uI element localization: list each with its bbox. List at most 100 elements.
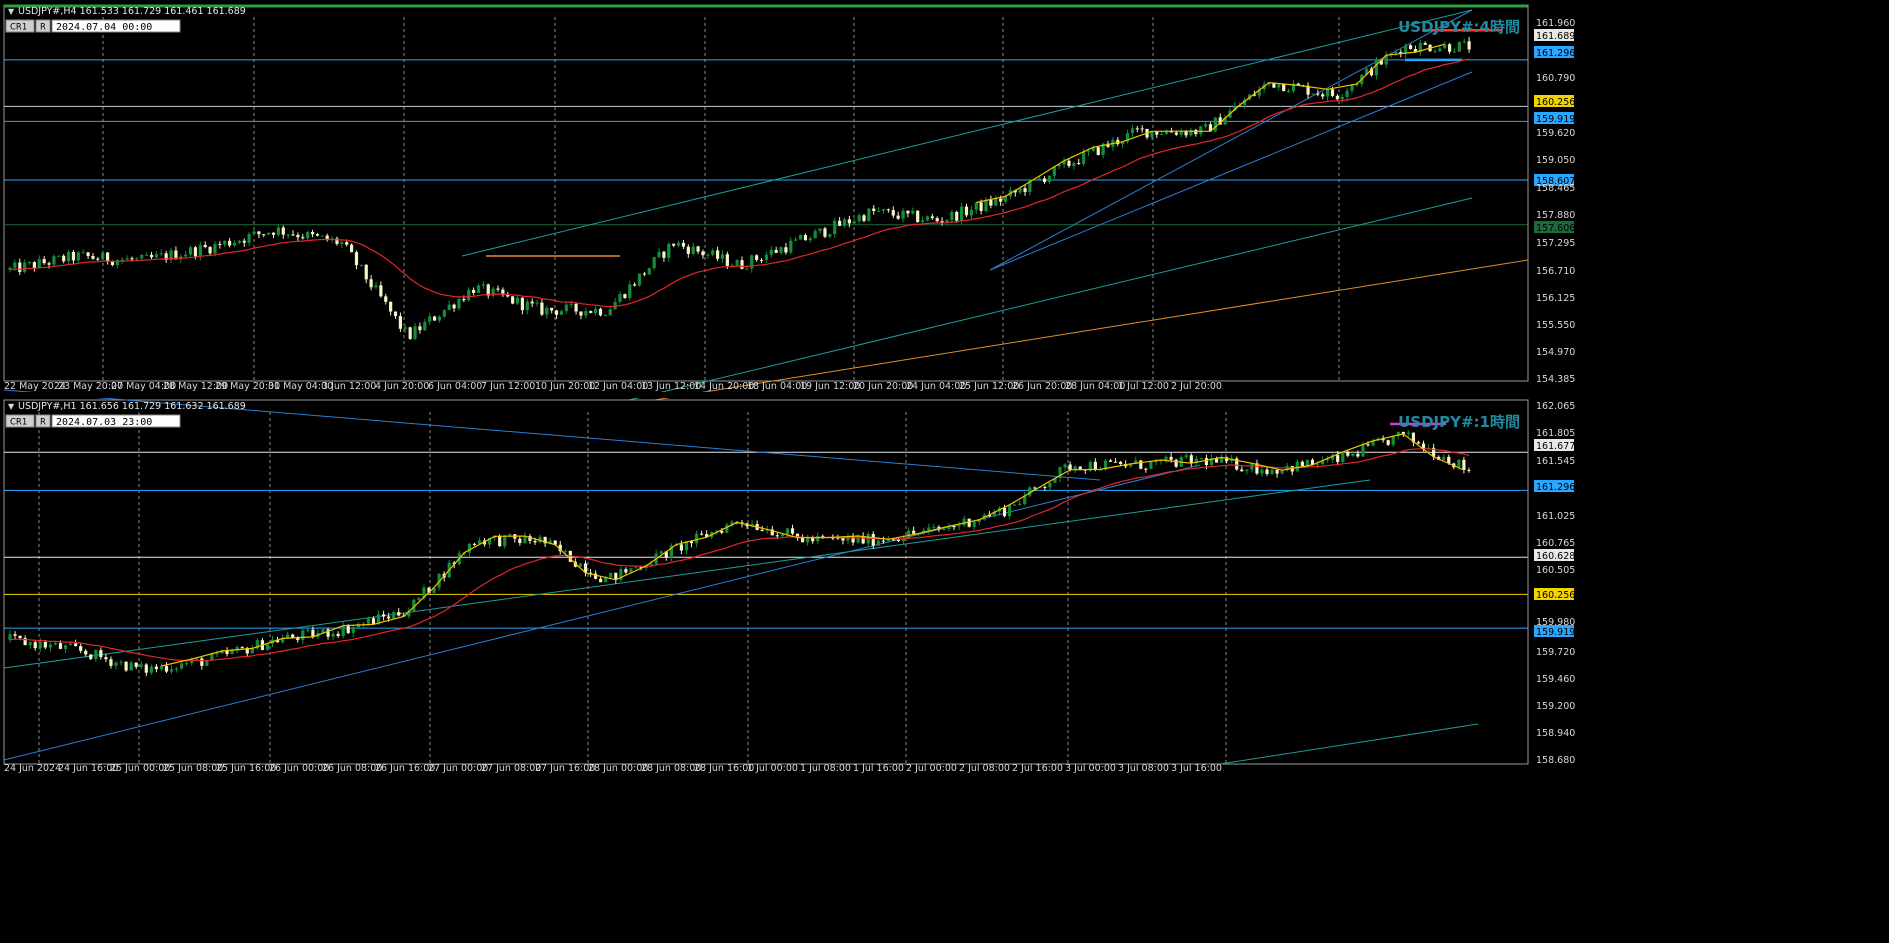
candle-body [232,242,237,246]
candle-body [1002,507,1007,517]
time-tick-label: 25 Jun 12:00 [959,381,1019,392]
candle-body [543,536,547,544]
candle-body [422,587,426,599]
candle-body [1208,124,1213,132]
candle-body [47,263,51,265]
candle-body [1179,131,1183,135]
candle-body [1086,150,1091,152]
candle-body [979,202,983,212]
candle-body [659,551,663,554]
candle-body [1448,44,1452,52]
candle-body [169,669,174,672]
candle-body [1204,458,1209,466]
candle-body [185,663,189,665]
badge-cr1-bg[interactable] [5,19,35,33]
candle-body [291,234,295,236]
candle-body [964,206,969,216]
badge-cr1[interactable]: CR1 [10,23,27,33]
price-tick-label: 158.465 [1536,183,1575,194]
time-tick-label: 13 Jun 12:00 [641,381,701,392]
candle-body [669,545,673,558]
price-label-bg [1534,549,1574,561]
candle-body [174,250,178,260]
time-box[interactable]: 2024.07.03 23:00 [56,417,152,428]
candle-body [769,249,773,255]
candle-body [1416,442,1421,444]
candle-body [140,254,144,259]
candle-body [1433,51,1437,53]
time-box[interactable]: 2024.07.04 00:00 [56,22,152,33]
candle-body [1300,461,1304,466]
candle-body [861,536,865,544]
candle-body [1155,131,1159,135]
candle-body [1250,463,1254,470]
candle-body [265,643,270,650]
candle-body [392,612,396,619]
candle-body [1437,456,1441,460]
candle-body [1447,456,1451,464]
candle-body [203,245,207,247]
badge-cr1[interactable]: CR1 [10,418,27,428]
candle-body [164,666,169,672]
candle-body [1467,41,1471,50]
candle-body [579,311,583,316]
candle-body [886,209,890,211]
badge-r-bg[interactable] [35,19,51,33]
candle-body [1295,461,1299,472]
candle-body [1063,464,1067,468]
candle-body [652,257,656,269]
candle-body [1033,487,1037,489]
candle-body [1252,94,1256,96]
candle-body [190,659,194,664]
price-tick-label: 161.296 [1536,48,1575,59]
candle-body [1396,431,1400,436]
panel-watermark: USDJPY#:1時間 [1398,413,1520,431]
plot-frame [3,399,1529,765]
badge-r-bg[interactable] [35,414,51,428]
candle-body [1384,55,1388,65]
price-tick-label: 160.505 [1536,565,1575,576]
trend-line [461,9,1473,257]
candle-body [750,524,754,527]
candle-body [33,642,37,649]
badge-cr1-bg[interactable] [5,414,35,428]
time-tick-label: 25 Jun 00:00 [110,763,170,774]
candle-body [955,211,959,221]
candle-body [124,661,128,671]
candle-body [96,258,100,260]
candle-body [286,634,290,639]
candle-body [501,289,505,295]
candle-body [1369,68,1374,76]
candle-body [71,251,76,261]
price-tick-label: 160.765 [1536,538,1575,549]
candle-body [53,643,58,645]
candle-body [235,647,239,651]
candle-body [320,235,324,237]
time-box-bg[interactable] [51,19,181,33]
time-tick-label: 27 Jun 08:00 [481,763,541,774]
badge-r[interactable]: R [40,418,46,428]
candle-body [1174,132,1178,135]
candle-body [1442,456,1446,460]
candle-body [901,538,906,542]
time-tick-label: 3 Jul 08:00 [1118,763,1169,774]
price-tick-label: 159.980 [1536,617,1575,628]
badge-r[interactable]: R [40,23,46,33]
candle-body [816,535,820,542]
price-label-bg [1534,625,1574,637]
candle-body [195,658,199,660]
candle-body [1408,45,1413,49]
candle-body [1404,45,1408,54]
time-box-bg[interactable] [51,414,181,428]
panel-header: USDJPY#,H4 161.533 161.729 161.461 161.6… [18,6,246,17]
candle-body [110,261,115,266]
candle-body [311,629,315,637]
candle-body [511,296,515,304]
time-tick-label: 12 Jun 04:00 [588,381,648,392]
candle-body [760,529,764,531]
price-tick-label: 157.880 [1536,210,1575,221]
candle-body [1093,461,1097,470]
price-scale-bg [1528,5,1889,381]
panel-separator [0,392,1889,398]
